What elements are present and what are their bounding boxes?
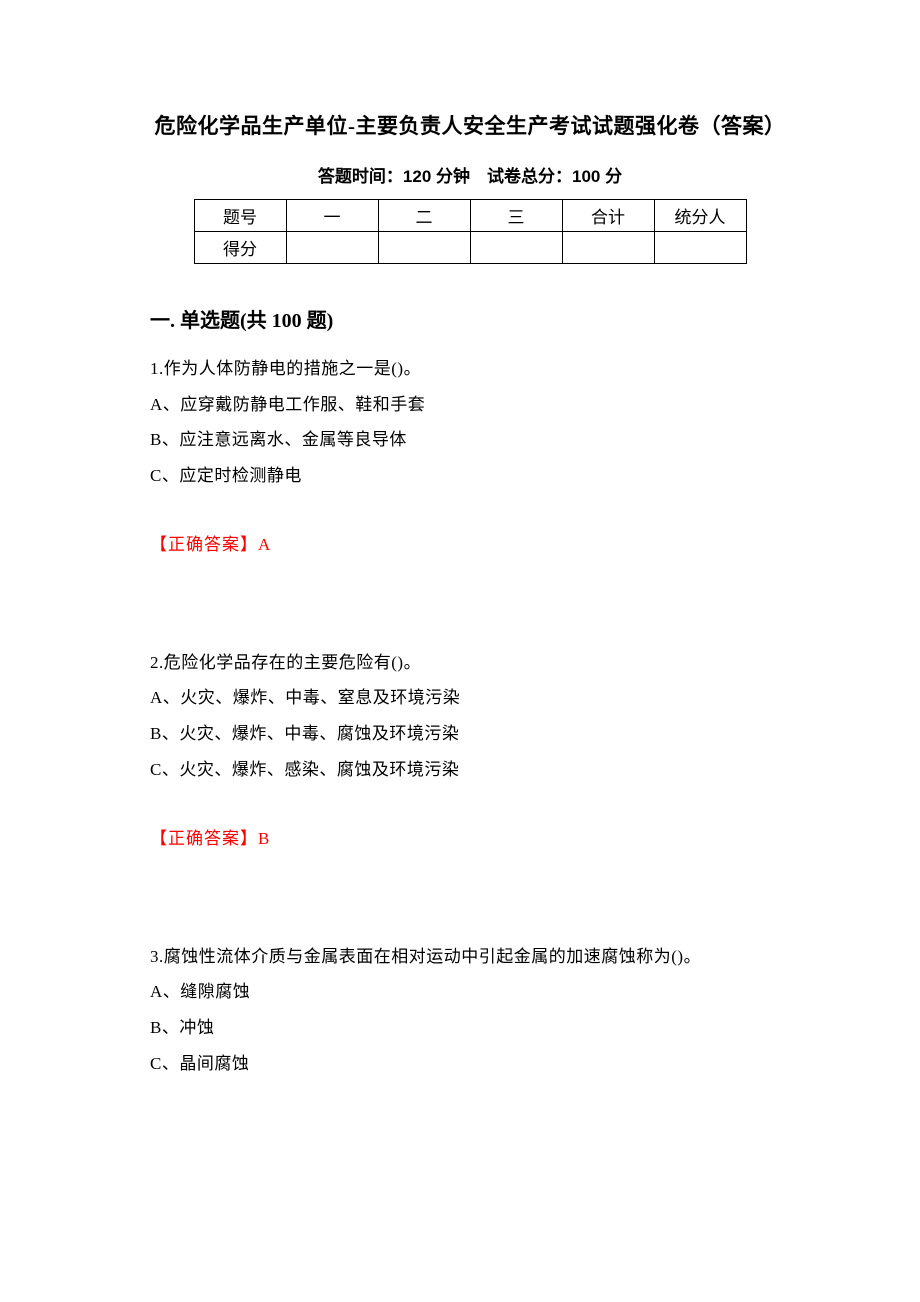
cell-label: 得分 <box>194 232 286 264</box>
question-text: 作为人体防静电的措施之一是()。 <box>164 359 421 378</box>
option-a: A、火灾、爆炸、中毒、窒息及环境污染 <box>150 680 790 716</box>
option-c: C、火灾、爆炸、感染、腐蚀及环境污染 <box>150 752 790 788</box>
option-b: B、冲蚀 <box>150 1010 790 1046</box>
cell-score-1 <box>286 232 378 264</box>
question-stem: 3.腐蚀性流体介质与金属表面在相对运动中引起金属的加速腐蚀称为()。 <box>150 939 790 975</box>
option-b: B、应注意远离水、金属等良导体 <box>150 422 790 458</box>
cell-section-3: 三 <box>470 200 562 232</box>
cell-score-total <box>562 232 654 264</box>
cell-total: 合计 <box>562 200 654 232</box>
cell-scorer-name <box>654 232 746 264</box>
correct-answer: 【正确答案】A <box>150 530 790 555</box>
question-block: 1.作为人体防静电的措施之一是()。 A、应穿戴防静电工作服、鞋和手套 B、应注… <box>150 351 790 555</box>
doc-title: 危险化学品生产单位-主要负责人安全生产考试试题强化卷（答案） <box>150 110 790 140</box>
correct-answer: 【正确答案】B <box>150 824 790 849</box>
option-b: B、火灾、爆炸、中毒、腐蚀及环境污染 <box>150 716 790 752</box>
option-c: C、晶间腐蚀 <box>150 1046 790 1082</box>
question-block: 2.危险化学品存在的主要危险有()。 A、火灾、爆炸、中毒、窒息及环境污染 B、… <box>150 645 790 849</box>
cell-label: 题号 <box>194 200 286 232</box>
table-row: 得分 <box>194 232 746 264</box>
question-block: 3.腐蚀性流体介质与金属表面在相对运动中引起金属的加速腐蚀称为()。 A、缝隙腐… <box>150 939 790 1082</box>
cell-score-2 <box>378 232 470 264</box>
option-a: A、应穿戴防静电工作服、鞋和手套 <box>150 387 790 423</box>
cell-section-1: 一 <box>286 200 378 232</box>
page: 危险化学品生产单位-主要负责人安全生产考试试题强化卷（答案） 答题时间：120 … <box>0 0 920 1081</box>
cell-score-3 <box>470 232 562 264</box>
option-a: A、缝隙腐蚀 <box>150 974 790 1010</box>
section-title: 一. 单选题(共 100 题) <box>150 304 790 333</box>
cell-section-2: 二 <box>378 200 470 232</box>
question-number: 1. <box>150 359 164 378</box>
option-c: C、应定时检测静电 <box>150 458 790 494</box>
question-text: 腐蚀性流体介质与金属表面在相对运动中引起金属的加速腐蚀称为()。 <box>164 947 701 966</box>
question-stem: 2.危险化学品存在的主要危险有()。 <box>150 645 790 681</box>
cell-scorer: 统分人 <box>654 200 746 232</box>
question-number: 2. <box>150 653 164 672</box>
table-row: 题号 一 二 三 合计 统分人 <box>194 200 746 232</box>
question-number: 3. <box>150 947 164 966</box>
doc-subtitle: 答题时间：120 分钟 试卷总分：100 分 <box>150 162 790 187</box>
score-table: 题号 一 二 三 合计 统分人 得分 <box>194 199 747 264</box>
question-stem: 1.作为人体防静电的措施之一是()。 <box>150 351 790 387</box>
question-text: 危险化学品存在的主要危险有()。 <box>164 653 421 672</box>
